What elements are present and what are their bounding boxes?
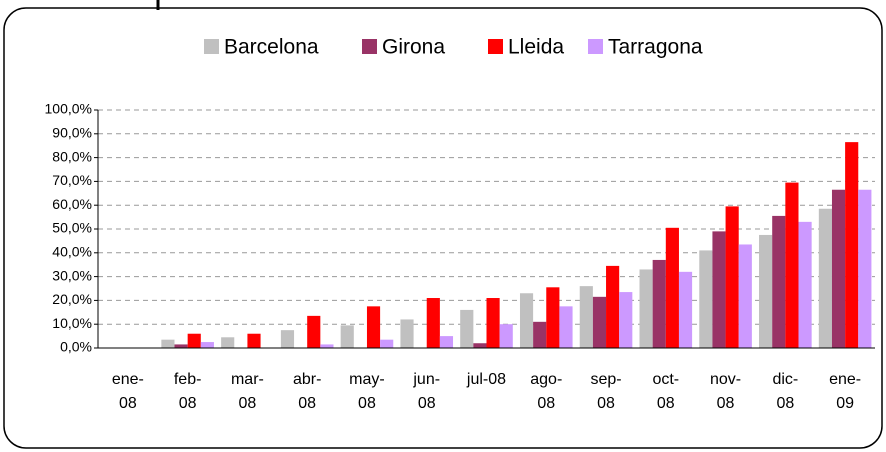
bar xyxy=(639,269,653,348)
y-tick-label: 20,0% xyxy=(52,291,92,307)
bar xyxy=(174,344,188,348)
y-tick-label: 50,0% xyxy=(52,220,92,236)
bar xyxy=(619,292,633,348)
legend-swatch xyxy=(588,39,603,54)
bar xyxy=(546,287,560,348)
bar xyxy=(340,325,354,348)
bar xyxy=(280,330,295,348)
x-tick-label: may-08 xyxy=(349,371,385,412)
y-tick-label: 10,0% xyxy=(52,315,92,331)
bar xyxy=(818,208,832,348)
bar xyxy=(400,319,414,348)
y-tick-label: 80,0% xyxy=(52,148,92,164)
legend-swatch xyxy=(488,39,503,54)
x-tick-label: dic-08 xyxy=(772,371,799,412)
bar xyxy=(221,337,235,348)
bar xyxy=(785,182,799,348)
bar xyxy=(200,342,214,348)
legend-label: Barcelona xyxy=(224,36,319,59)
bar xyxy=(247,333,261,348)
bar xyxy=(798,221,812,348)
x-tick-label: jul-08 xyxy=(466,371,507,388)
x-tick-label: oct-08 xyxy=(652,371,680,412)
y-tick-label: 70,0% xyxy=(52,172,92,188)
bar xyxy=(486,298,500,348)
legend-label: Girona xyxy=(382,36,445,59)
bar xyxy=(606,265,620,348)
bar xyxy=(738,244,752,348)
bar xyxy=(519,293,534,348)
y-tick-label: 60,0% xyxy=(52,196,92,212)
bar xyxy=(858,189,872,348)
y-tick-label: 90,0% xyxy=(52,125,92,141)
bar xyxy=(772,215,786,348)
x-tick-label: nov-08 xyxy=(710,371,742,412)
x-tick-label: ene-08 xyxy=(111,371,144,412)
x-tick-label: sep-08 xyxy=(590,371,622,412)
bar xyxy=(725,206,739,348)
x-tick-label: ago-08 xyxy=(530,371,563,412)
bar xyxy=(380,339,394,348)
bar xyxy=(831,189,846,348)
y-tick-label: 40,0% xyxy=(52,244,92,260)
bar xyxy=(307,315,321,348)
bar xyxy=(187,333,201,348)
bar xyxy=(712,231,726,348)
legend-label: Tarragona xyxy=(608,36,703,59)
bar xyxy=(665,227,679,348)
bar xyxy=(439,336,454,348)
bar xyxy=(499,324,513,348)
bar xyxy=(699,250,713,348)
bar xyxy=(759,234,773,348)
bar xyxy=(845,142,859,348)
x-tick-label: feb-08 xyxy=(173,371,202,412)
x-tick-label: abr-08 xyxy=(292,371,322,412)
x-tick-label: mar-08 xyxy=(230,371,264,412)
bar xyxy=(366,306,381,348)
bar xyxy=(579,286,593,348)
legend-label: Lleida xyxy=(508,36,564,59)
x-tick-label: ene-09 xyxy=(829,371,862,412)
bar xyxy=(592,296,607,348)
bar xyxy=(559,306,573,348)
bar xyxy=(460,309,474,348)
y-tick-label: 0,0% xyxy=(60,339,92,355)
bar xyxy=(161,339,175,348)
y-tick-label: 100,0% xyxy=(45,101,92,117)
bar xyxy=(320,344,334,348)
x-tick-label: jun-08 xyxy=(413,371,441,412)
bar xyxy=(473,343,487,348)
legend-swatch xyxy=(204,39,219,54)
bar xyxy=(652,259,666,348)
legend-swatch xyxy=(362,39,377,54)
y-tick-label: 30,0% xyxy=(52,267,92,283)
bar xyxy=(678,271,693,348)
bar xyxy=(533,321,547,348)
bar xyxy=(426,298,440,348)
